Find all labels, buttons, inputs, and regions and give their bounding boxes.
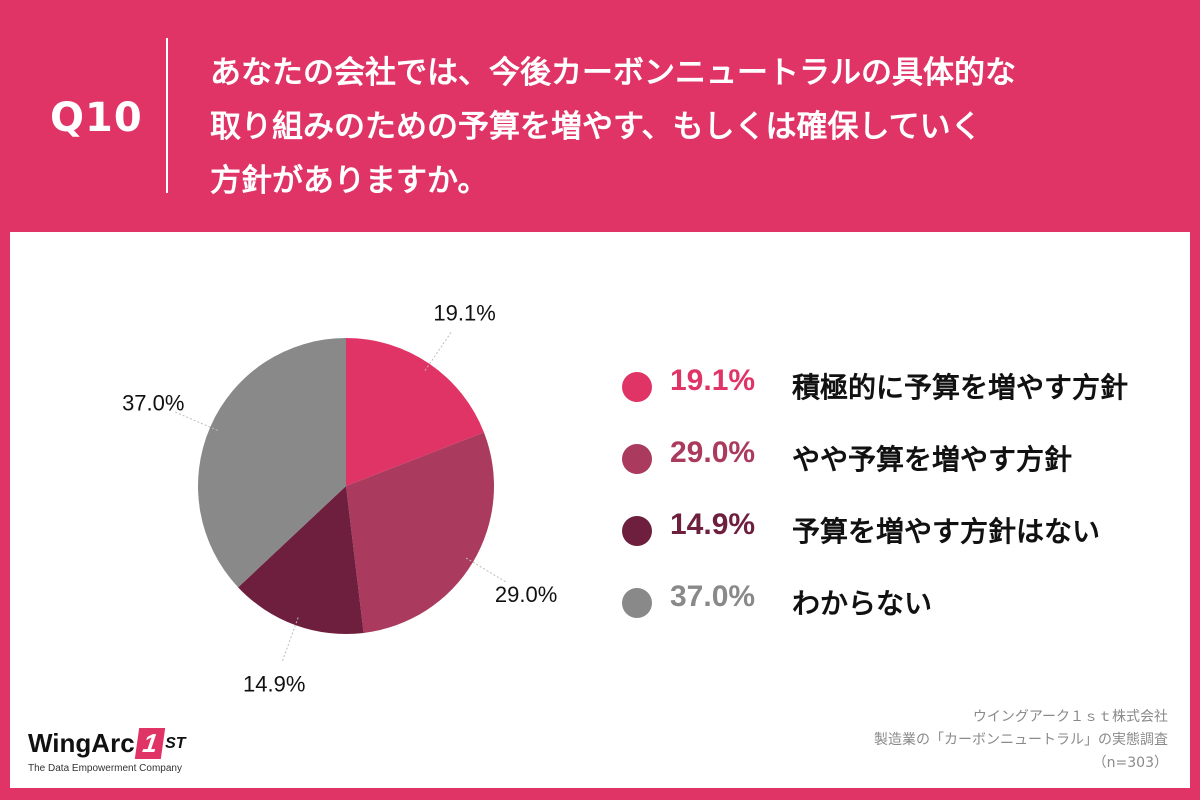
label-leader-line bbox=[465, 557, 508, 584]
legend-percent: 29.0% bbox=[670, 436, 756, 469]
chart-panel: 19.1% 29.0% 14.9% 37.0% 19.1% 積極的に予算を増やす方針 … bbox=[10, 232, 1190, 788]
pie-slice bbox=[198, 338, 346, 588]
logo-tagline: The Data Empowerment Company bbox=[28, 763, 182, 774]
legend-swatch bbox=[622, 588, 652, 618]
question-text: あなたの会社では、今後カーボンニュートラルの具体的な 取り組みのための予算を増や… bbox=[210, 46, 1170, 208]
question-line: 方針がありますか。 bbox=[210, 163, 489, 199]
legend-label: 予算を増やす方針はない bbox=[792, 515, 1101, 548]
pie-chart: 19.1% 29.0% 14.9% 37.0% bbox=[122, 301, 557, 697]
legend-percent: 14.9% bbox=[670, 508, 756, 541]
legend-swatch bbox=[622, 444, 652, 474]
logo-mark: 1 bbox=[134, 728, 166, 759]
label-leader-line bbox=[173, 410, 218, 431]
question-line: 取り組みのための予算を増やす、もしくは確保していく bbox=[210, 109, 982, 145]
header-banner: Q10 あなたの会社では、今後カーボンニュートラルの具体的な 取り組みのための予… bbox=[0, 0, 1200, 232]
wingarc-logo: WingArc 1 ST The Data Empowerment Compan… bbox=[28, 728, 186, 774]
pie-slice bbox=[346, 432, 495, 633]
legend-swatch bbox=[622, 372, 652, 402]
legend-swatch bbox=[622, 516, 652, 546]
question-number: Q10 bbox=[50, 95, 143, 141]
legend-percent: 19.1% bbox=[670, 364, 756, 397]
question-line: あなたの会社では、今後カーボンニュートラルの具体的な bbox=[210, 55, 1016, 91]
pie-slice bbox=[238, 486, 364, 634]
slice-value-label: 19.1% bbox=[433, 301, 495, 326]
legend-label: 積極的に予算を増やす方針 bbox=[792, 371, 1129, 404]
label-leader-line bbox=[281, 617, 299, 663]
source-note: ウイングアーク１ｓｔ株式会社 製造業の「カーボンニュートラル」の実態調査 （n=… bbox=[874, 706, 1168, 775]
slice-value-label: 37.0% bbox=[122, 391, 184, 416]
slice-value-label: 29.0% bbox=[495, 582, 557, 607]
logo-text: WingArc bbox=[28, 728, 135, 758]
source-line: （n=303） bbox=[1092, 755, 1168, 771]
source-line: ウイングアーク１ｓｔ株式会社 bbox=[972, 709, 1168, 725]
logo-suffix: ST bbox=[165, 734, 186, 752]
slice-value-label: 14.9% bbox=[243, 671, 305, 696]
legend-percent: 37.0% bbox=[670, 580, 756, 613]
header-divider bbox=[166, 38, 168, 193]
legend-label: やや予算を増やす方針 bbox=[792, 443, 1073, 476]
legend-label: わからない bbox=[792, 587, 933, 620]
pie-slice bbox=[346, 338, 484, 486]
source-line: 製造業の「カーボンニュートラル」の実態調査 bbox=[874, 732, 1168, 748]
